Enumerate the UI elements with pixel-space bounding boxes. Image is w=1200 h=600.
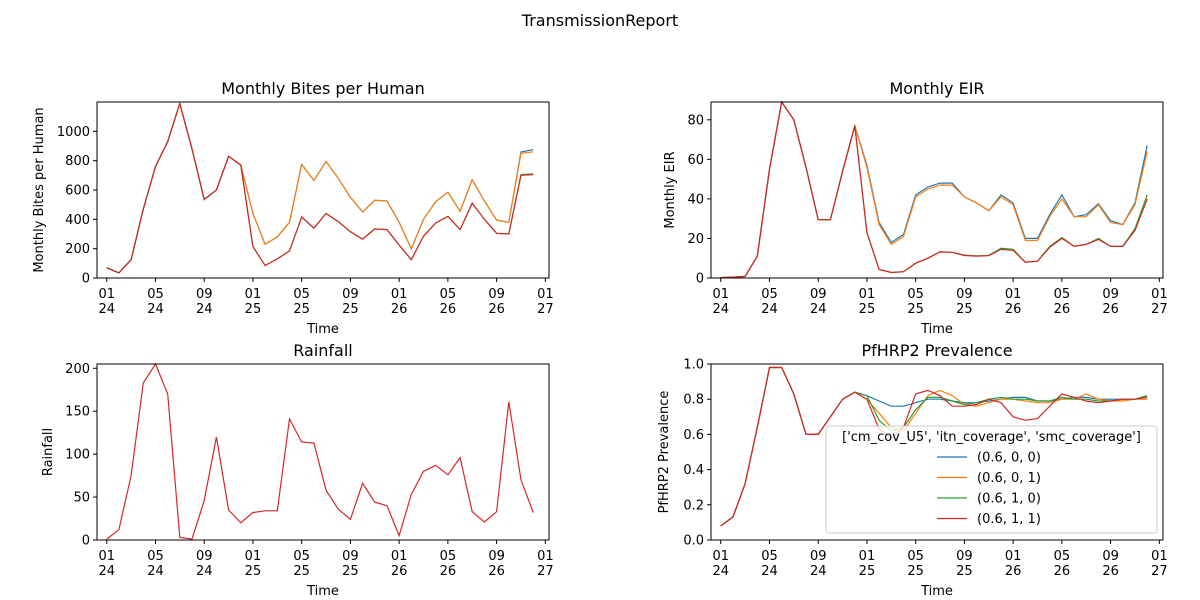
- y-tick-label: 600: [65, 184, 90, 199]
- y-tick-label: 20: [687, 232, 704, 247]
- series-line-1: [106, 362, 534, 540]
- legend: ['cm_cov_U5', 'itn_coverage', 'smc_cover…: [825, 425, 1158, 534]
- panel-title: Monthly Bites per Human: [221, 79, 424, 98]
- x-tick-label: 05 25: [907, 549, 924, 579]
- x-tick-label: 09 26: [488, 549, 505, 579]
- y-tick-label: 80: [687, 113, 704, 128]
- legend-entry-3: (0.6, 1, 0): [977, 492, 1041, 507]
- y-axis-label: Monthly Bites per Human: [32, 107, 47, 272]
- legend-entry-1: (0.6, 0, 0): [977, 451, 1041, 466]
- y-tick-label: 0.2: [683, 498, 704, 513]
- x-tick-label: 09 24: [196, 287, 213, 317]
- x-tick-label: 01 24: [712, 549, 729, 579]
- x-tick-label: 09 26: [488, 287, 505, 317]
- x-tick-label: 05 26: [1054, 549, 1071, 579]
- x-tick-label: 01 25: [245, 549, 262, 579]
- series-line-4: [720, 100, 1148, 279]
- x-tick-label: 01 25: [859, 549, 876, 579]
- x-tick-label: 09 25: [956, 549, 973, 579]
- y-tick-label: 400: [65, 213, 90, 228]
- x-tick-label: 05 25: [293, 549, 310, 579]
- x-tick-label: 05 25: [293, 287, 310, 317]
- y-tick-label: 0: [696, 272, 704, 287]
- legend-entry-4: (0.6, 1, 1): [977, 512, 1041, 527]
- panel-title: PfHRP2 Prevalence: [861, 341, 1012, 360]
- x-tick-label: 01 27: [1151, 549, 1168, 579]
- legend-title: ['cm_cov_U5', 'itn_coverage', 'smc_cover…: [842, 430, 1141, 445]
- panel-title: Rainfall: [293, 341, 352, 360]
- x-tick-label: 05 26: [440, 287, 457, 317]
- plot-frame: [96, 101, 550, 279]
- series-line-4: [106, 101, 534, 274]
- y-tick-label: 0.6: [683, 428, 704, 443]
- legend-box: [825, 425, 1158, 534]
- series-line-4: [720, 366, 1148, 527]
- x-tick-label: 01 26: [1005, 549, 1022, 579]
- x-tick-label: 05 26: [1054, 287, 1071, 317]
- y-tick-label: 40: [687, 192, 704, 207]
- y-tick-label: 0: [82, 272, 90, 287]
- x-tick-label: 01 25: [245, 287, 262, 317]
- x-axis-label: Time: [306, 322, 339, 337]
- y-tick-label: 0: [82, 534, 90, 549]
- x-tick-label: 01 26: [1005, 287, 1022, 317]
- series-line-2: [720, 100, 1148, 279]
- x-tick-label: 05 24: [761, 287, 778, 317]
- y-tick-label: 150: [65, 405, 90, 420]
- plot-frame: [96, 363, 550, 541]
- x-tick-label: 01 27: [537, 549, 554, 579]
- x-tick-label: 01 24: [98, 287, 115, 317]
- panel-pfhrp2-prevalence: 0.0 0.2 0.4 0.6 0.8 1.0 01 24 05 24 09 24 01 25 05 25 09…: [657, 341, 1168, 599]
- y-tick-label: 0.0: [683, 534, 704, 549]
- x-tick-label: 05 24: [761, 549, 778, 579]
- x-tick-label: 05 25: [907, 287, 924, 317]
- y-tick-label: 200: [65, 242, 90, 257]
- x-tick-label: 01 25: [859, 287, 876, 317]
- x-tick-label: 05 24: [147, 549, 164, 579]
- x-tick-label: 09 25: [956, 287, 973, 317]
- y-axis-label: Monthly EIR: [663, 151, 678, 228]
- x-axis-label: Time: [920, 584, 953, 599]
- y-axis-label: Rainfall: [41, 428, 56, 476]
- series-line-1: [720, 100, 1148, 279]
- y-tick-label: 0.8: [683, 393, 704, 408]
- y-tick-label: 0.4: [683, 463, 704, 478]
- x-tick-label: 01 24: [98, 549, 115, 579]
- x-tick-label: 01 27: [537, 287, 554, 317]
- panel-title: Monthly EIR: [889, 79, 984, 98]
- x-tick-label: 05 26: [440, 549, 457, 579]
- x-tick-label: 09 25: [342, 287, 359, 317]
- panel-rainfall: 0 50 100 150 200 01 24 05 24 09 24 01 25 05 25 09 25 01 26…: [41, 341, 554, 599]
- y-tick-label: 200: [65, 362, 90, 377]
- y-tick-label: 50: [73, 491, 90, 506]
- y-tick-label: 1000: [57, 125, 90, 140]
- x-tick-label: 09 25: [342, 549, 359, 579]
- x-tick-label: 09 26: [1102, 287, 1119, 317]
- x-tick-label: 01 27: [1151, 287, 1168, 317]
- series-line-2: [106, 101, 534, 274]
- x-tick-label: 09 24: [810, 549, 827, 579]
- figure-title: TransmissionReport: [521, 11, 678, 30]
- x-axis-label: Time: [920, 322, 953, 337]
- y-tick-label: 100: [65, 448, 90, 463]
- y-tick-label: 1.0: [683, 358, 704, 373]
- x-tick-label: 09 24: [196, 549, 213, 579]
- x-tick-label: 09 24: [810, 287, 827, 317]
- x-tick-label: 01 24: [712, 287, 729, 317]
- x-tick-label: 01 26: [391, 549, 408, 579]
- plot-frame: [710, 363, 1164, 541]
- y-tick-label: 60: [687, 153, 704, 168]
- y-axis-label: PfHRP2 Prevalence: [657, 391, 672, 514]
- x-tick-label: 01 26: [391, 287, 408, 317]
- plot-frame: [710, 101, 1164, 279]
- panel-monthly-eir: 0 20 40 60 80 01 24 05 24 09 24 01 25 05 25 09 25 01 26 05 2…: [663, 79, 1168, 337]
- x-tick-label: 09 26: [1102, 549, 1119, 579]
- series-line-3: [720, 100, 1148, 279]
- x-axis-label: Time: [306, 584, 339, 599]
- panel-monthly-bites-per-human: 0 200 400 600 800 1000 01 24 05 24 09 24 01 25 05 25 09 2…: [32, 79, 554, 337]
- y-tick-label: 800: [65, 154, 90, 169]
- x-tick-label: 05 24: [147, 287, 164, 317]
- legend-entry-2: (0.6, 0, 1): [977, 471, 1041, 486]
